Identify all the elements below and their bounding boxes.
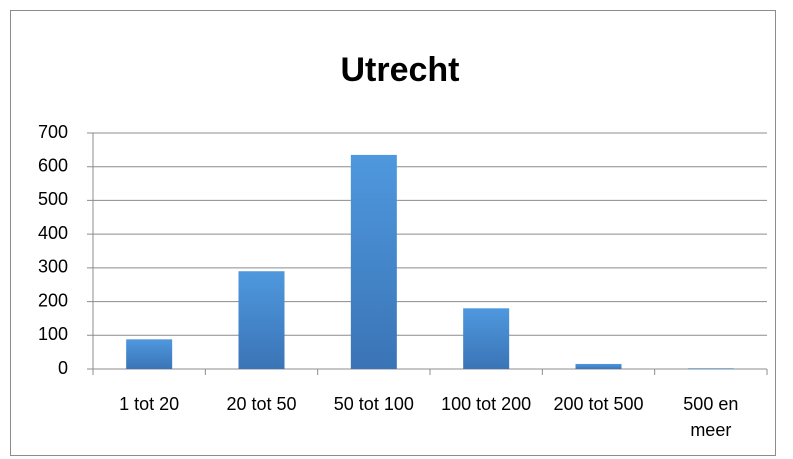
bar [238, 271, 285, 369]
y-tick-label: 700 [38, 122, 68, 142]
y-tick-label: 400 [38, 223, 68, 243]
x-tick-label: 200 tot 500 [553, 394, 644, 414]
x-tick-label: 100 tot 200 [441, 394, 532, 414]
y-tick-label: 0 [58, 358, 68, 378]
bar [575, 363, 622, 369]
x-tick-label: 1 tot 20 [119, 394, 180, 414]
bar [687, 368, 734, 369]
bar [126, 339, 173, 369]
x-tick-label: 50 tot 100 [333, 394, 414, 414]
y-tick-label: 500 [38, 189, 68, 209]
y-tick-label: 100 [38, 324, 68, 344]
y-tick-label: 300 [38, 257, 68, 277]
y-tick-label: 200 [38, 290, 68, 310]
bar [463, 308, 510, 369]
chart-title: Utrecht [340, 51, 459, 89]
y-tick-label: 600 [38, 155, 68, 175]
x-tick-label: 500 en meer [683, 394, 739, 440]
bar [350, 154, 397, 369]
x-tick-label: 20 tot 50 [226, 394, 297, 414]
